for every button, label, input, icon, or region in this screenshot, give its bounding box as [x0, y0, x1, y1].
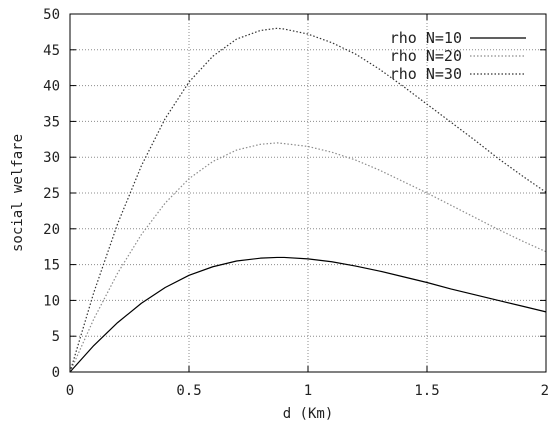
- legend-label-1: rho N=10: [390, 29, 462, 47]
- x-tick-label: 1: [304, 383, 312, 399]
- y-tick-label: 15: [43, 258, 60, 274]
- x-axis: 0 0.5 1 1.5 2: [66, 14, 549, 399]
- y-tick-label: 50: [43, 7, 60, 23]
- y-axis: 0 5 10 15 20 25 30 35 40 45 50: [43, 7, 546, 381]
- y-tick-label: 45: [43, 43, 60, 59]
- y-tick-label: 20: [43, 222, 60, 238]
- x-axis-title: d (Km): [283, 406, 334, 422]
- x-tick-label: 1.5: [414, 383, 439, 399]
- y-tick-label: 35: [43, 114, 60, 130]
- y-tick-label: 5: [52, 329, 60, 345]
- series-line-1: [69, 256, 547, 373]
- y-axis-title: social welfare: [10, 134, 26, 252]
- y-tick-label: 25: [43, 186, 60, 202]
- legend-label-3: rho N=30: [390, 65, 462, 83]
- y-tick-label: 30: [43, 150, 60, 166]
- y-tick-label: 0: [52, 365, 60, 381]
- y-tick-label: 40: [43, 79, 60, 95]
- series-lines: [69, 27, 547, 373]
- x-tick-label: 0: [66, 383, 74, 399]
- y-tick-label: 10: [43, 293, 60, 309]
- x-tick-label: 0.5: [176, 383, 201, 399]
- legend-label-2: rho N=20: [390, 47, 462, 65]
- series-line-2: [69, 142, 547, 373]
- x-tick-label: 2: [541, 383, 549, 399]
- grid: [70, 14, 546, 372]
